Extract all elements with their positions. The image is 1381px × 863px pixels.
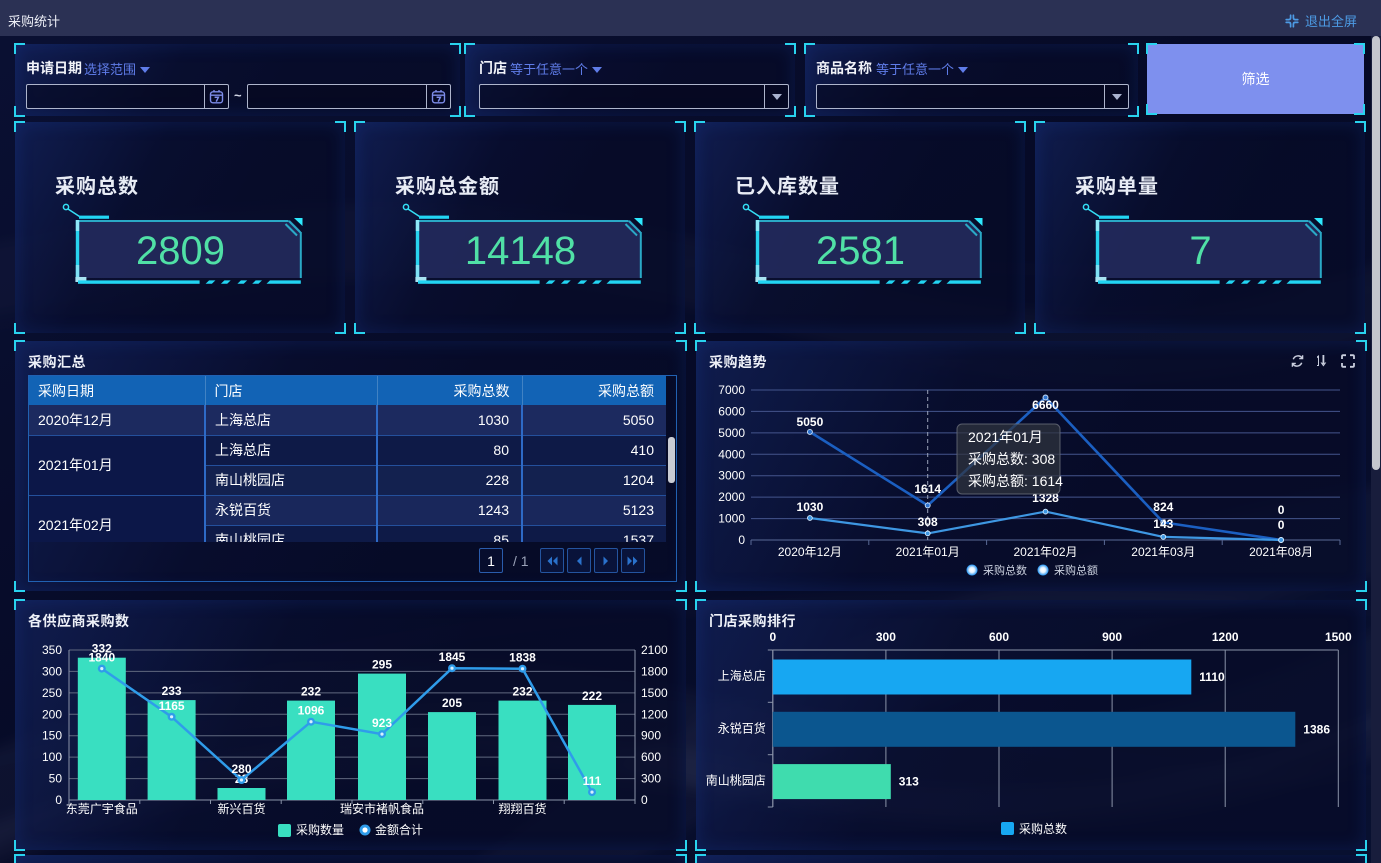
- svg-text:205: 205: [442, 696, 462, 710]
- svg-text:2021年01月: 2021年01月: [968, 429, 1043, 445]
- svg-text:1110: 1110: [1199, 670, 1225, 684]
- svg-text:1000: 1000: [718, 512, 745, 526]
- svg-text:采购总额: 1614: 采购总额: 1614: [968, 473, 1063, 489]
- svg-text:瑞安市褚帆食品: 瑞安市褚帆食品: [340, 801, 424, 816]
- svg-text:232: 232: [301, 685, 321, 699]
- svg-text:6000: 6000: [718, 404, 745, 418]
- svg-text:900: 900: [1102, 630, 1122, 644]
- svg-text:1386: 1386: [1303, 722, 1330, 736]
- svg-text:1165: 1165: [159, 699, 185, 713]
- svg-text:1500: 1500: [1325, 630, 1352, 644]
- svg-text:0: 0: [55, 793, 62, 807]
- svg-text:2100: 2100: [641, 643, 668, 657]
- svg-text:300: 300: [42, 664, 62, 678]
- svg-text:280: 280: [231, 762, 251, 776]
- svg-text:2021年03月: 2021年03月: [1131, 545, 1195, 559]
- svg-text:2000: 2000: [718, 490, 745, 504]
- svg-text:824: 824: [1153, 500, 1173, 514]
- svg-text:1500: 1500: [641, 686, 668, 700]
- svg-text:300: 300: [641, 772, 661, 786]
- svg-text:5050: 5050: [797, 415, 824, 429]
- svg-text:上海总店: 上海总店: [718, 668, 766, 683]
- svg-text:1840: 1840: [88, 651, 115, 665]
- svg-text:0: 0: [641, 793, 648, 807]
- svg-text:1200: 1200: [1212, 630, 1239, 644]
- svg-text:0: 0: [738, 533, 745, 547]
- svg-text:采购总数: 308: 采购总数: 308: [968, 451, 1055, 467]
- svg-text:3000: 3000: [718, 469, 745, 483]
- svg-text:50: 50: [49, 772, 63, 786]
- svg-text:采购总额: 采购总额: [1054, 563, 1098, 577]
- svg-text:222: 222: [582, 689, 602, 703]
- svg-text:923: 923: [372, 716, 392, 730]
- svg-text:1096: 1096: [298, 704, 325, 718]
- svg-text:南山桃园店: 南山桃园店: [706, 773, 766, 788]
- svg-text:308: 308: [918, 515, 938, 529]
- svg-text:295: 295: [372, 658, 392, 672]
- svg-text:900: 900: [641, 729, 661, 743]
- svg-text:采购总数: 采购总数: [1019, 821, 1067, 836]
- svg-text:2021年02月: 2021年02月: [1013, 545, 1077, 559]
- svg-text:0: 0: [1278, 518, 1285, 532]
- svg-text:232: 232: [512, 685, 532, 699]
- svg-text:东莞广宇食品: 东莞广宇食品: [66, 801, 138, 816]
- svg-text:6660: 6660: [1032, 398, 1059, 412]
- svg-text:0: 0: [1278, 503, 1285, 517]
- svg-text:2020年12月: 2020年12月: [778, 545, 842, 559]
- svg-text:4000: 4000: [718, 447, 745, 461]
- svg-text:600: 600: [989, 630, 1009, 644]
- svg-text:332: 332: [92, 642, 112, 656]
- svg-text:143: 143: [1153, 517, 1173, 531]
- svg-text:1614: 1614: [914, 482, 941, 496]
- svg-text:2021年01月: 2021年01月: [896, 545, 960, 559]
- svg-text:1030: 1030: [797, 500, 824, 514]
- svg-text:翔翔百货: 翔翔百货: [498, 801, 546, 816]
- svg-text:1200: 1200: [641, 707, 668, 721]
- svg-text:5000: 5000: [718, 426, 745, 440]
- svg-text:100: 100: [42, 750, 62, 764]
- svg-text:1800: 1800: [641, 664, 668, 678]
- svg-text:1838: 1838: [509, 651, 536, 665]
- svg-text:采购数量: 采购数量: [296, 822, 344, 837]
- svg-text:300: 300: [876, 630, 896, 644]
- svg-text:150: 150: [42, 729, 62, 743]
- svg-text:7000: 7000: [718, 383, 745, 397]
- svg-text:600: 600: [641, 750, 661, 764]
- svg-text:金额合计: 金额合计: [375, 822, 423, 837]
- svg-text:2021年08月: 2021年08月: [1249, 545, 1313, 559]
- svg-text:新兴百货: 新兴百货: [217, 801, 265, 816]
- svg-text:200: 200: [42, 707, 62, 721]
- svg-text:0: 0: [769, 630, 776, 644]
- svg-text:250: 250: [42, 686, 62, 700]
- svg-text:350: 350: [42, 643, 62, 657]
- svg-text:永锐百货: 永锐百货: [718, 720, 766, 735]
- svg-text:313: 313: [899, 775, 919, 789]
- svg-text:1845: 1845: [439, 650, 466, 664]
- svg-text:111: 111: [583, 774, 602, 788]
- svg-text:233: 233: [162, 684, 182, 698]
- svg-text:采购总数: 采购总数: [983, 563, 1027, 577]
